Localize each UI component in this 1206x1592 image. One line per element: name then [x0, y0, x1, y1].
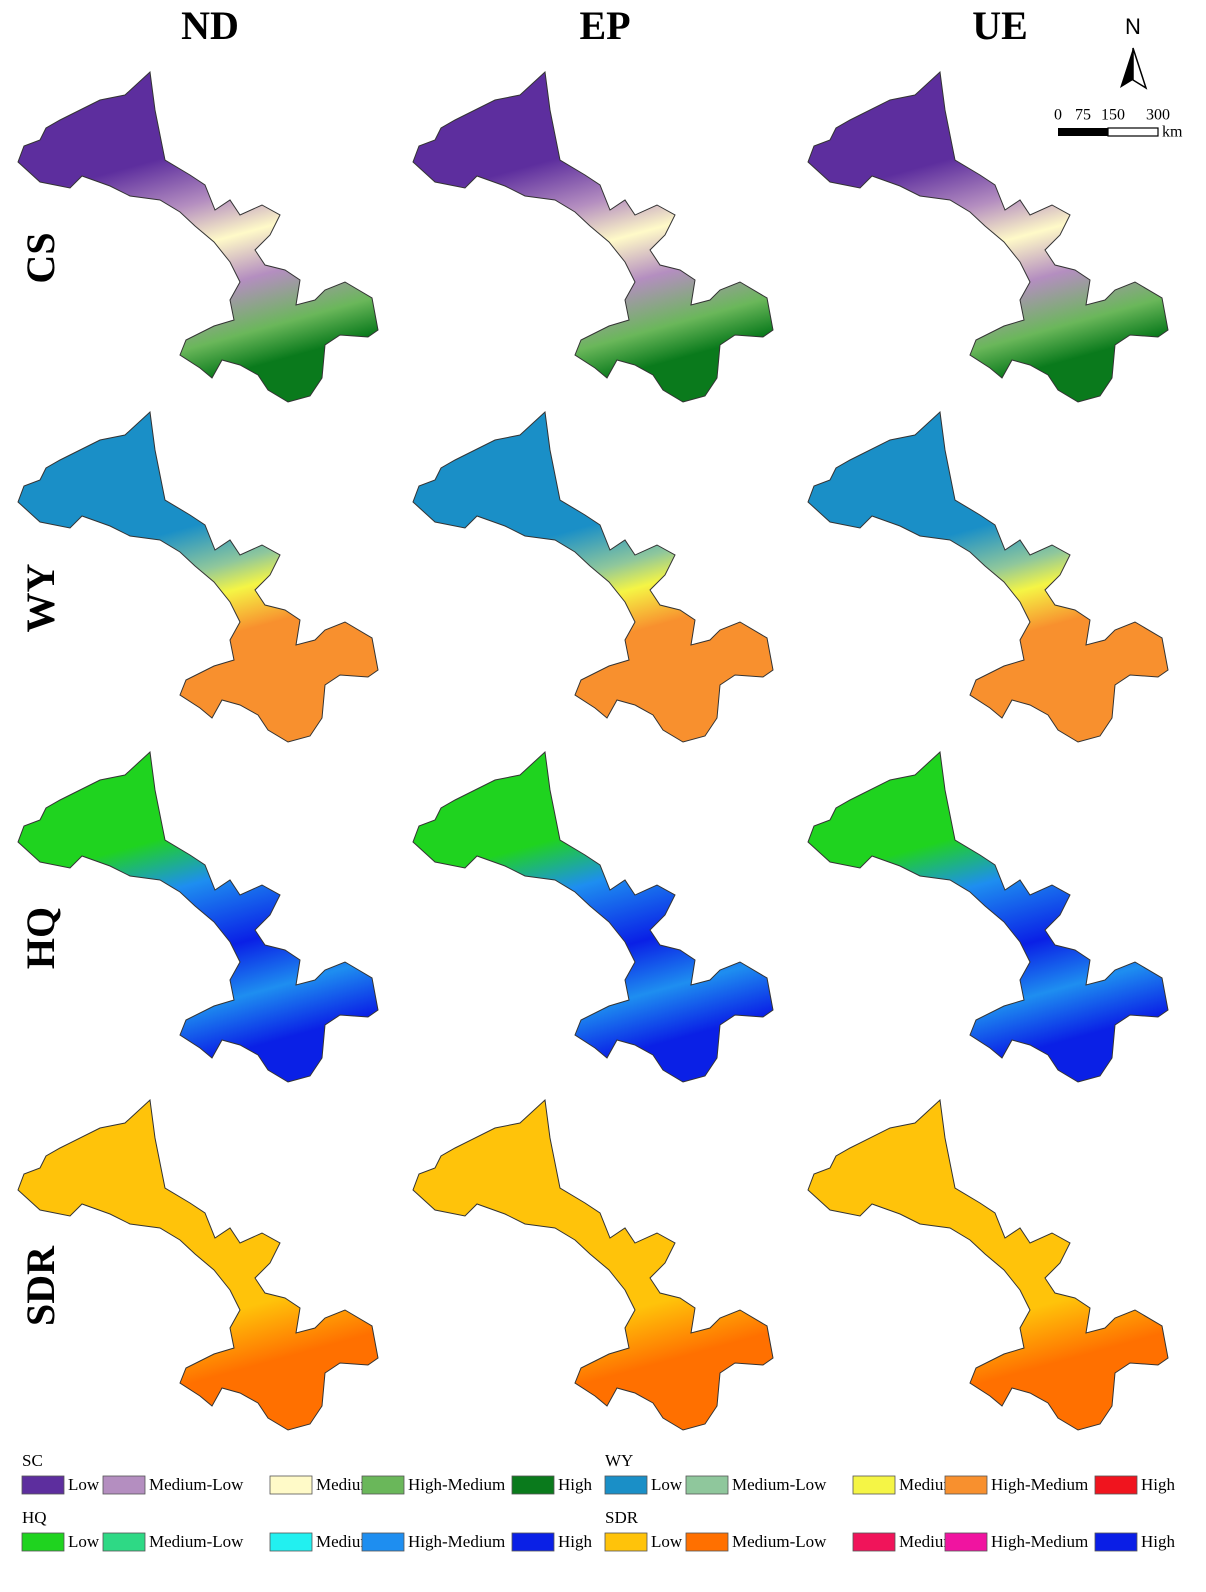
- north-arrow: [1120, 47, 1148, 90]
- row-label: WY: [18, 563, 63, 632]
- legend-swatch: [102, 1475, 146, 1495]
- legend-swatch: [361, 1532, 405, 1552]
- legend-label: Medium-Low: [149, 1475, 244, 1494]
- region-map: [807, 410, 1169, 743]
- legend-swatch: [361, 1475, 405, 1495]
- legend-swatch: [511, 1475, 555, 1495]
- legend-label: High: [558, 1532, 593, 1551]
- scale-bar: [1058, 127, 1159, 137]
- legend-swatch: [102, 1532, 146, 1552]
- legend-label: Medium: [316, 1532, 374, 1551]
- legend-label: High-Medium: [408, 1475, 505, 1494]
- north-label: N: [1125, 14, 1141, 39]
- legend-swatch: [685, 1475, 729, 1495]
- legend-swatch: [604, 1532, 648, 1552]
- row-label: HQ: [18, 907, 63, 969]
- legend-swatch: [511, 1532, 555, 1552]
- column-header: UE: [972, 3, 1028, 48]
- legend-title: SC: [22, 1451, 43, 1470]
- region-map: [807, 1098, 1169, 1431]
- legend-label: High-Medium: [991, 1475, 1088, 1494]
- region-map: [17, 70, 379, 403]
- legend-label: Low: [651, 1475, 683, 1494]
- legend-label: Medium: [899, 1475, 957, 1494]
- scale-unit: km: [1162, 124, 1183, 141]
- region-map: [17, 750, 379, 1083]
- row-label: CS: [18, 232, 63, 283]
- legend-label: High: [558, 1475, 593, 1494]
- column-header: EP: [579, 3, 630, 48]
- legend-swatch: [944, 1532, 988, 1552]
- legend-label: Low: [68, 1475, 100, 1494]
- legend-swatch: [21, 1532, 65, 1552]
- legend-swatch: [852, 1475, 896, 1495]
- legend-swatch: [1094, 1532, 1138, 1552]
- region-map: [412, 1098, 774, 1431]
- legend-swatch: [685, 1532, 729, 1552]
- region-map: [412, 410, 774, 743]
- region-map: [17, 410, 379, 743]
- legend-label: Low: [651, 1532, 683, 1551]
- scale-tick-label: 0: [1054, 107, 1062, 124]
- legend-swatch: [269, 1475, 313, 1495]
- legend-swatch: [944, 1475, 988, 1495]
- legend-title: WY: [605, 1451, 633, 1470]
- region-map: [412, 750, 774, 1083]
- legend-label: High-Medium: [408, 1532, 505, 1551]
- region-map: [412, 70, 774, 403]
- legend-label: Medium-Low: [149, 1532, 244, 1551]
- scale-tick-label: 300: [1146, 107, 1170, 124]
- legend-label: Medium: [899, 1532, 957, 1551]
- legend-swatch: [21, 1475, 65, 1495]
- legend-swatch: [852, 1532, 896, 1552]
- legend-label: Medium-Low: [732, 1532, 827, 1551]
- region-map: [807, 750, 1169, 1083]
- scale-tick-label: 150: [1101, 107, 1125, 124]
- legend-title: SDR: [605, 1508, 639, 1527]
- region-map: [807, 70, 1169, 403]
- legend-label: Medium: [316, 1475, 374, 1494]
- legend-label: High: [1141, 1532, 1176, 1551]
- legend-title: HQ: [22, 1508, 47, 1527]
- legend-swatch: [1094, 1475, 1138, 1495]
- legend-label: High: [1141, 1475, 1176, 1494]
- legend-swatch: [269, 1532, 313, 1552]
- legend-label: High-Medium: [991, 1532, 1088, 1551]
- legend-swatch: [604, 1475, 648, 1495]
- column-header: ND: [181, 3, 239, 48]
- legend-label: Low: [68, 1532, 100, 1551]
- scale-tick-label: 75: [1075, 107, 1091, 124]
- row-label: SDR: [18, 1245, 63, 1326]
- legend-label: Medium-Low: [732, 1475, 827, 1494]
- region-map: [17, 1098, 379, 1431]
